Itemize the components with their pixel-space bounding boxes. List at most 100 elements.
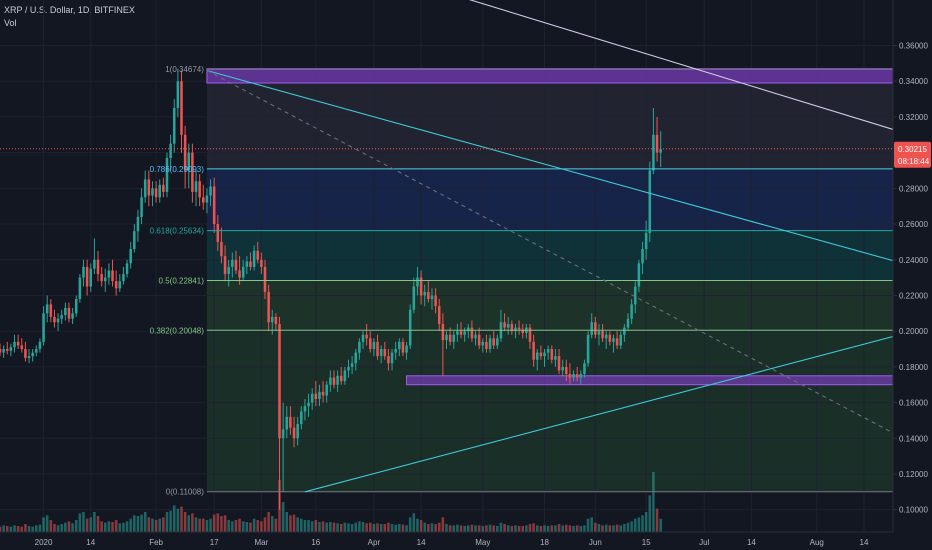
time-axis-bg <box>0 532 932 550</box>
candle-body <box>368 338 372 350</box>
volume-label: Vol <box>4 18 17 28</box>
candle-body <box>314 393 318 399</box>
volume-bar <box>372 524 376 532</box>
candle-body <box>405 345 408 353</box>
candle-body <box>289 416 292 428</box>
candle-body <box>129 249 132 264</box>
volume-bar <box>510 526 514 532</box>
volume-bar <box>550 525 554 532</box>
volume-bar <box>332 522 336 532</box>
volume-bar <box>263 517 267 532</box>
volume-bar <box>96 516 100 532</box>
volume-bar <box>390 524 394 532</box>
time-tick-label: Aug <box>810 538 824 547</box>
candle-body <box>140 197 143 217</box>
fib-level-label: 0.786(0.29093) <box>150 165 205 174</box>
volume-bar <box>9 526 13 532</box>
candle-body <box>390 352 394 364</box>
candle-body <box>107 270 111 278</box>
volume-bar <box>430 523 434 532</box>
time-tick-label: Feb <box>149 538 163 547</box>
candle-body <box>202 197 205 203</box>
volume-bar <box>53 524 56 532</box>
volume-bar <box>503 524 506 532</box>
volume-bar <box>147 517 151 532</box>
volume-bar <box>405 525 408 532</box>
volume-bar <box>419 520 423 532</box>
fib-level-label: 0.618(0.25634) <box>150 227 205 236</box>
candle-body <box>477 334 481 346</box>
volume-bar <box>180 506 183 532</box>
price-tick-label: 0.16000 <box>899 399 928 408</box>
candle-body <box>42 313 45 342</box>
candle-body <box>281 429 285 439</box>
candle-body <box>485 341 488 350</box>
volume-bars <box>0 472 662 532</box>
volume-bar <box>615 524 619 532</box>
candle-body <box>550 349 554 360</box>
candle-body <box>586 334 590 364</box>
candle-body <box>503 322 506 328</box>
volume-bar <box>525 525 528 532</box>
volume-bar <box>118 523 122 532</box>
candle-body <box>492 338 495 346</box>
volume-bar <box>329 522 332 532</box>
volume-bar <box>641 515 644 532</box>
volume-bar <box>586 518 590 532</box>
price-tick-label: 0.32000 <box>899 113 928 122</box>
time-tick-label: 2020 <box>35 538 53 547</box>
candle-body <box>245 261 249 267</box>
candle-body <box>637 263 641 287</box>
volume-bar <box>13 525 16 532</box>
candle-body <box>223 256 227 275</box>
volume-bar <box>198 518 201 532</box>
volume-bar <box>71 523 74 532</box>
purple-zone <box>206 68 894 84</box>
candle-body <box>158 184 161 198</box>
price-tick-label: 0.24000 <box>899 256 928 265</box>
candle-body <box>169 143 172 158</box>
candle-body <box>165 157 169 192</box>
volume-bar <box>448 525 452 532</box>
candle-body <box>441 324 445 341</box>
volume-bar <box>143 512 147 532</box>
candle-body <box>470 327 474 339</box>
candle-body <box>445 334 448 341</box>
candle-body <box>96 259 100 275</box>
candle-body <box>437 306 441 325</box>
candle-body <box>365 334 368 339</box>
price-tick-label: 0.18000 <box>899 363 928 372</box>
candle-body <box>56 318 60 323</box>
volume-bar <box>223 515 227 532</box>
volume-bar <box>212 514 216 532</box>
volume-bar <box>191 513 194 532</box>
candle-body <box>427 291 430 300</box>
price-tick-label: 0.12000 <box>899 470 928 479</box>
candle-body <box>539 352 543 357</box>
candle-body <box>191 152 194 192</box>
volume-bar <box>38 524 42 532</box>
candle-body <box>554 356 557 360</box>
volume-bar <box>557 524 561 532</box>
candle-body <box>125 263 129 275</box>
price-tick-label: 0.14000 <box>899 434 928 443</box>
price-tick-label: 0.36000 <box>899 42 928 51</box>
candle-body <box>82 266 85 278</box>
candle-body <box>448 334 452 342</box>
fib-zone-fills <box>206 69 894 492</box>
candle-body <box>401 341 405 353</box>
candle-body <box>630 304 633 319</box>
fib-band-fill <box>206 330 894 492</box>
volume-bar <box>274 518 278 532</box>
volume-bar <box>85 518 89 532</box>
volume-bar <box>358 521 361 532</box>
volume-bar <box>412 513 416 532</box>
candle-body <box>648 170 652 233</box>
time-tick-label: Mar <box>254 538 268 547</box>
candle-body <box>31 352 34 357</box>
candle-body <box>180 81 183 135</box>
candle-body <box>318 391 321 399</box>
candle-body <box>234 259 238 271</box>
purple-zone <box>406 375 894 386</box>
